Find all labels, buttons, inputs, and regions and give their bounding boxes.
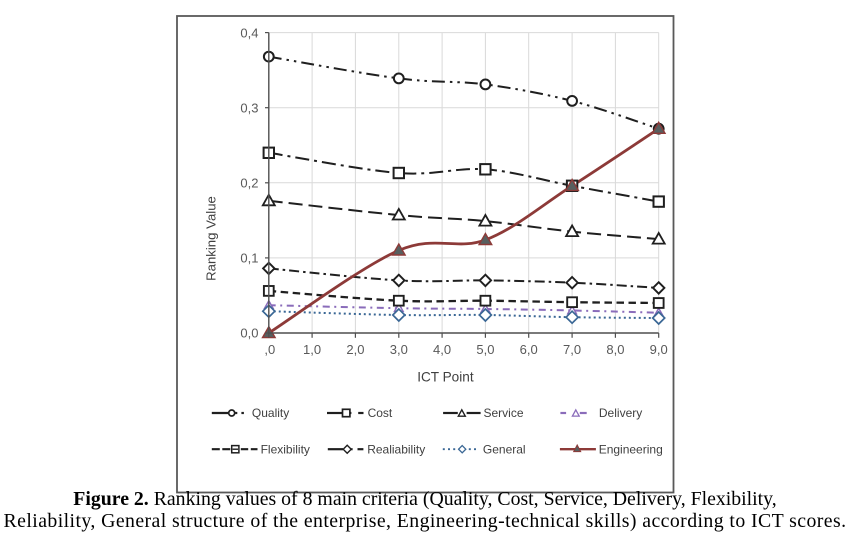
svg-text:4,0: 4,0	[433, 342, 451, 357]
svg-text:5,0: 5,0	[476, 342, 494, 357]
svg-text:ICT Point: ICT Point	[417, 369, 474, 384]
svg-text:0,1: 0,1	[240, 251, 258, 266]
svg-text:Cost: Cost	[368, 406, 393, 420]
svg-text:0,0: 0,0	[240, 326, 258, 341]
svg-text:,0: ,0	[264, 342, 275, 357]
svg-text:Engineering: Engineering	[599, 442, 663, 456]
svg-text:Service: Service	[484, 406, 524, 420]
svg-text:9,0: 9,0	[650, 342, 668, 357]
svg-text:Ranking Value: Ranking Value	[204, 196, 219, 281]
svg-text:Flexibility: Flexibility	[261, 442, 310, 456]
svg-text:2,0: 2,0	[346, 342, 364, 357]
svg-text:8,0: 8,0	[606, 342, 624, 357]
svg-text:General: General	[483, 442, 526, 456]
svg-text:Quality: Quality	[252, 406, 289, 420]
svg-text:0,3: 0,3	[240, 100, 258, 115]
svg-text:Delivery: Delivery	[599, 406, 642, 420]
svg-text:7,0: 7,0	[563, 342, 581, 357]
svg-text:3,0: 3,0	[390, 342, 408, 357]
svg-text:6,0: 6,0	[520, 342, 538, 357]
svg-text:0,2: 0,2	[240, 176, 258, 191]
svg-text:0,4: 0,4	[240, 25, 258, 40]
svg-text:1,0: 1,0	[303, 342, 321, 357]
svg-text:Realiability: Realiability	[367, 442, 425, 456]
